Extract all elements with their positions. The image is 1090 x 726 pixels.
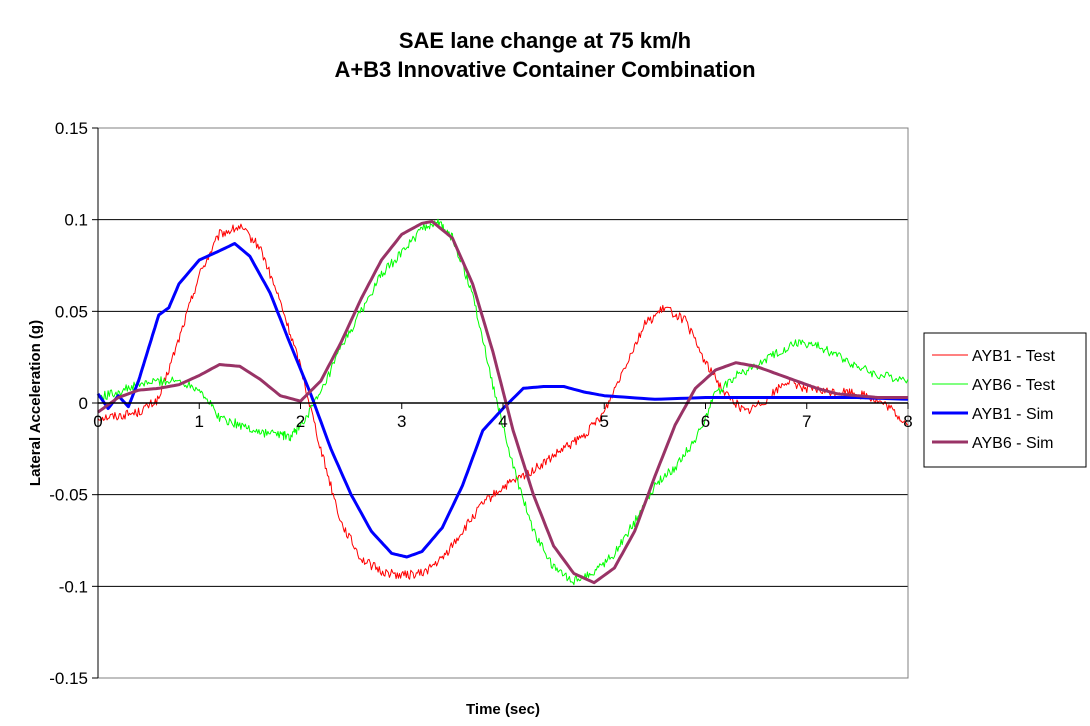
x-tick-label-7: 7: [802, 412, 811, 431]
y-tick-label-6: -0.15: [49, 669, 88, 688]
x-tick-label-6: 6: [701, 412, 710, 431]
y-tick-label-0: 0.15: [55, 119, 88, 138]
x-tick-label-5: 5: [600, 412, 609, 431]
y-axis-label: Lateral Acceleration (g): [27, 320, 44, 486]
x-axis-label: Time (sec): [466, 701, 540, 718]
x-tick-label-0: 0: [93, 412, 102, 431]
series-line-3: [97, 220, 908, 585]
series-line-2: [96, 242, 909, 559]
legend-label-2: AYB1 - Sim: [972, 406, 1054, 423]
y-tick-label-4: -0.05: [49, 486, 88, 505]
legend-label-3: AYB6 - Sim: [972, 435, 1054, 452]
x-tick-label-4: 4: [498, 412, 507, 431]
x-tick-label-1: 1: [195, 412, 204, 431]
chart-subtitle: A+B3 Innovative Container Combination: [334, 57, 755, 82]
x-tick-label-2: 2: [296, 412, 305, 431]
legend-label-0: AYB1 - Test: [972, 348, 1056, 365]
x-tick-label-8: 8: [903, 412, 912, 431]
y-tick-label-5: -0.1: [59, 577, 88, 596]
y-tick-label-3: 0: [79, 394, 88, 413]
series-line-1: [97, 218, 909, 586]
legend: AYB1 - Test AYB6 - Test AYB1 - Sim AYB6 - S…: [923, 332, 1087, 468]
chart-title: SAE lane change at 75 km/h: [399, 28, 691, 53]
y-tick-label-2: 0.05: [55, 302, 88, 321]
legend-label-1: AYB6 - Test: [972, 377, 1056, 394]
series-line-0: [97, 223, 909, 580]
x-tick-label-3: 3: [397, 412, 406, 431]
axes: 0.15 0.1 0.05 0 -0.05 -0.1 -0.15 0 1 2 3 4 5 6 7 8: [49, 119, 912, 688]
series-lines: [96, 218, 909, 586]
y-tick-label-1: 0.1: [64, 211, 88, 230]
gridlines: [98, 219, 908, 587]
